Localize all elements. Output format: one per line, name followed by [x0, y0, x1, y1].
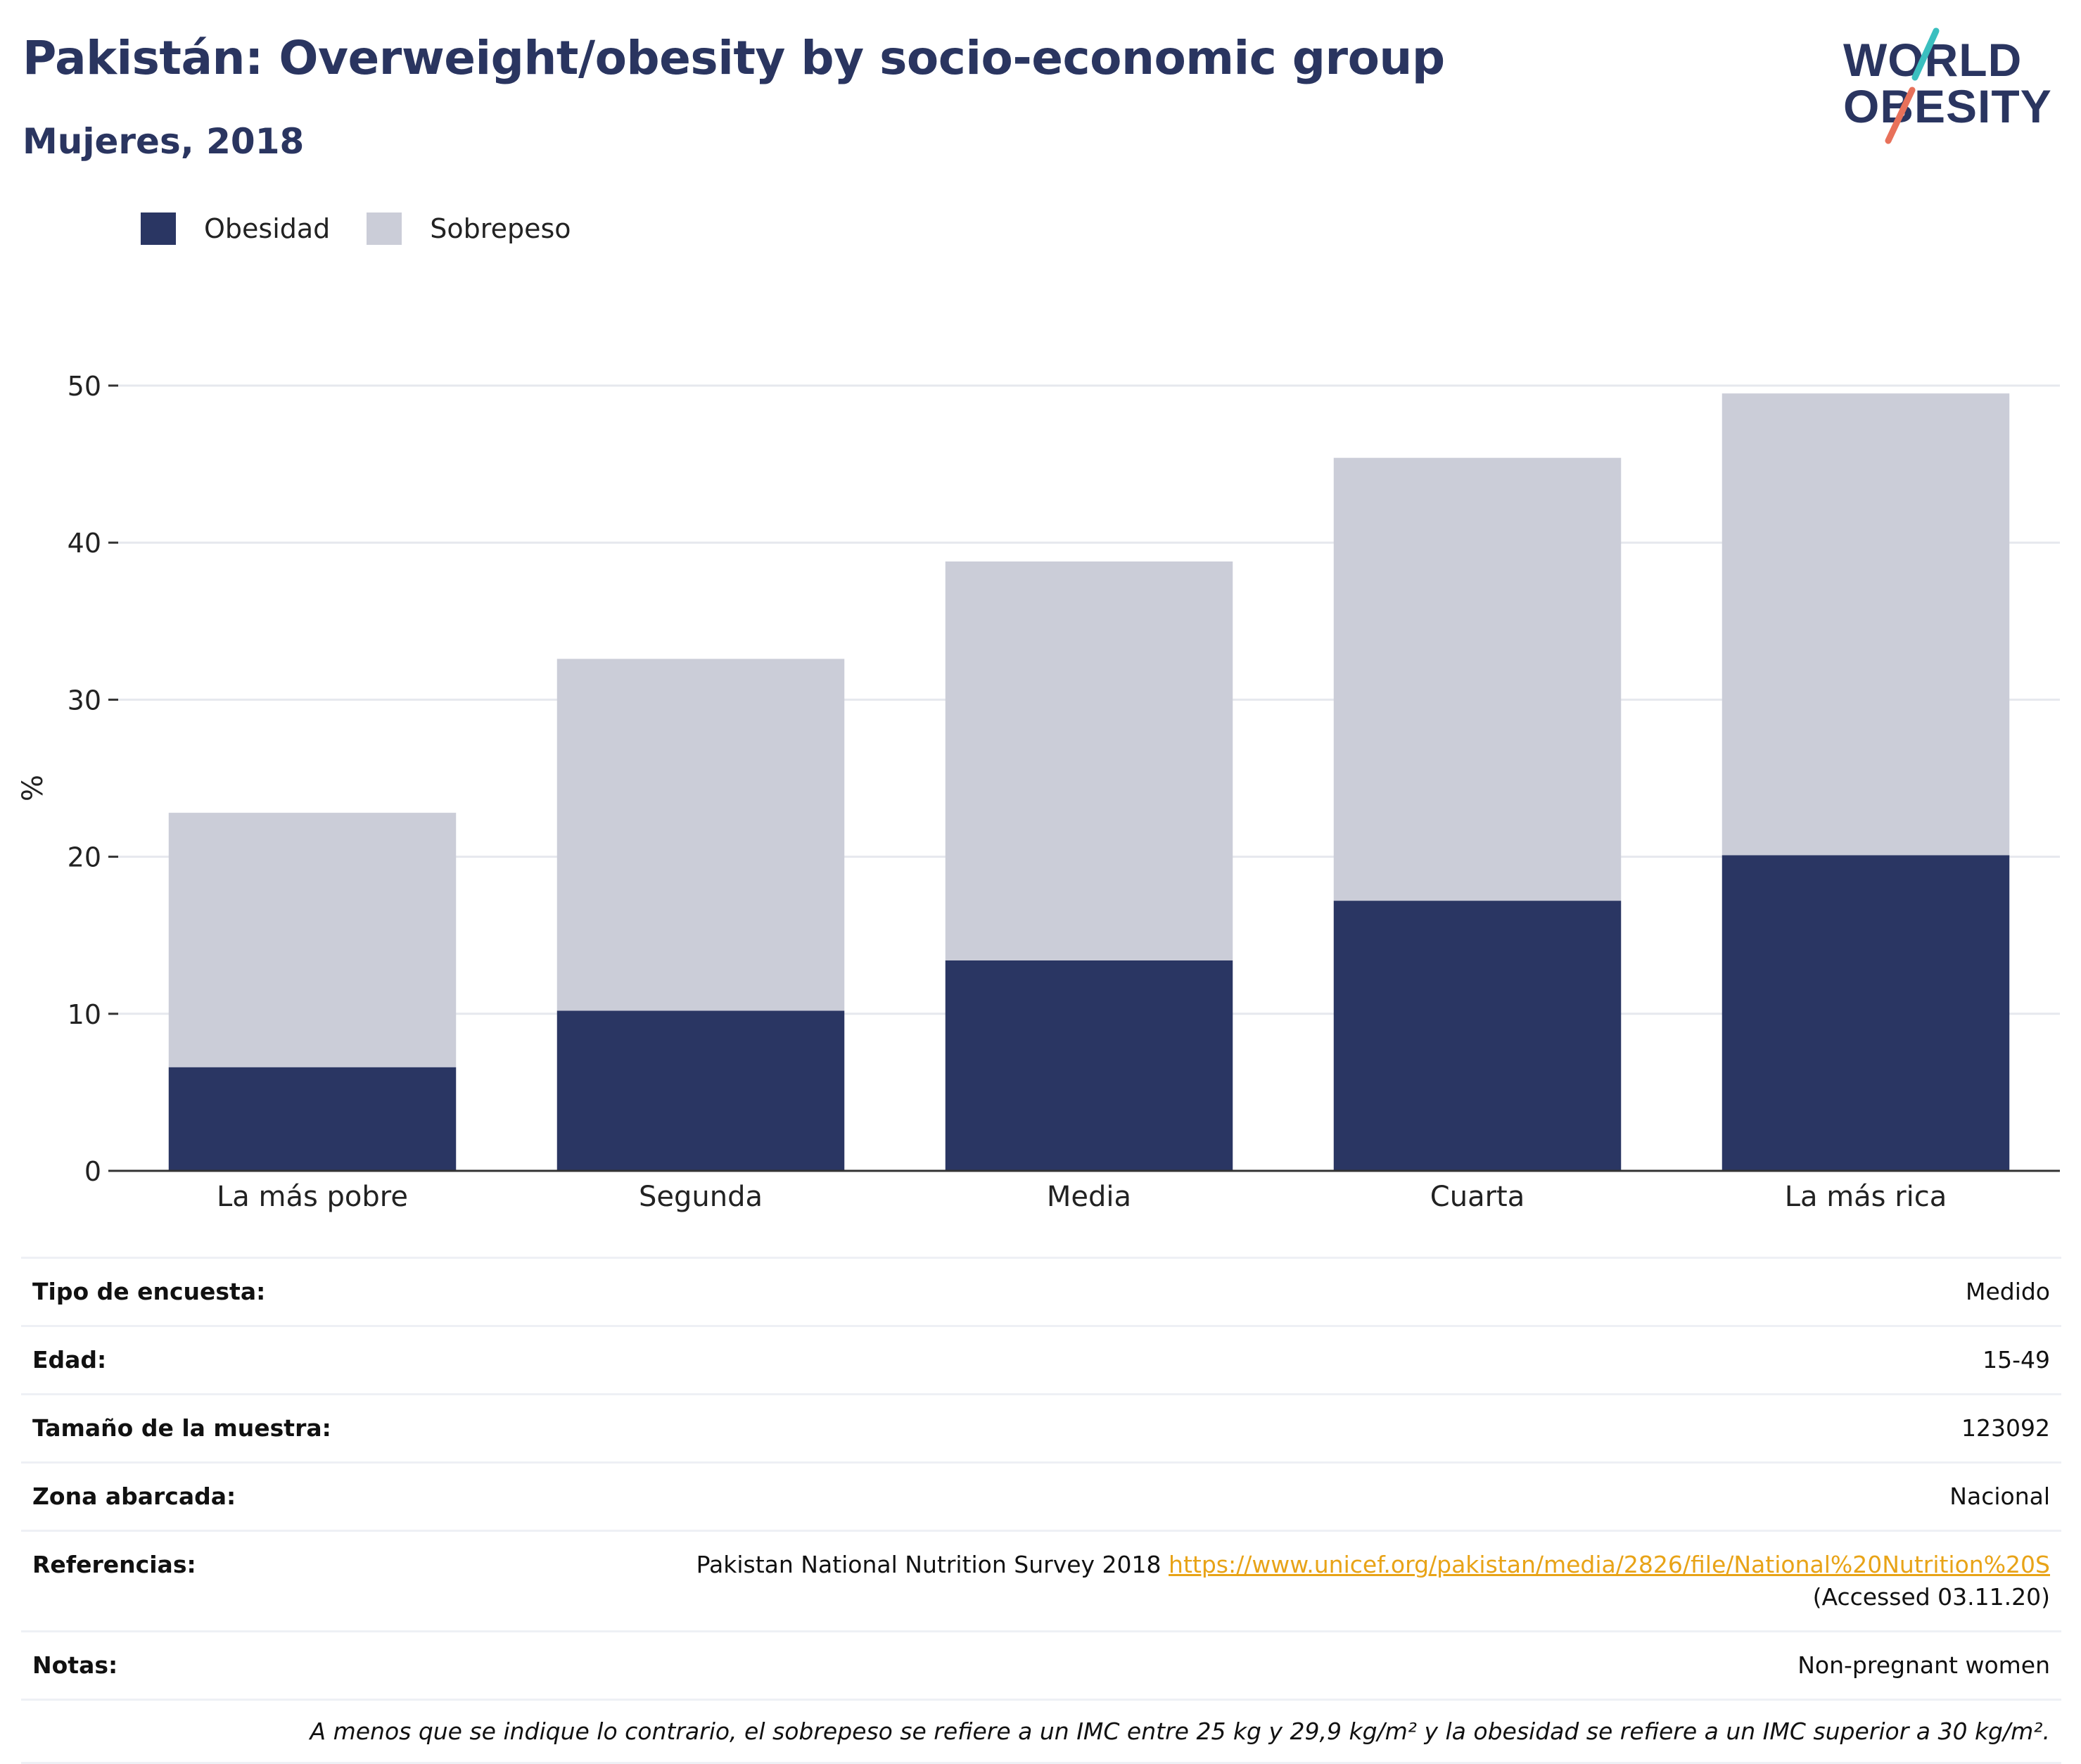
chart-subtitle: Mujeres, 2018 — [23, 121, 305, 162]
x-tick-label: Segunda — [639, 1181, 763, 1213]
bar-overweight[interactable] — [168, 813, 457, 1067]
bar-obesity[interactable] — [1333, 901, 1622, 1171]
chart-legend: Obesidad Sobrepeso — [141, 211, 608, 246]
meta-value: 123092 — [1961, 1414, 2050, 1442]
legend-label-obesity: Obesidad — [204, 213, 331, 244]
meta-label: Tamaño de la muestra: — [32, 1414, 331, 1442]
bar-overweight[interactable] — [556, 659, 845, 1011]
x-tick-label: La más rica — [1785, 1181, 1947, 1213]
meta-value: 15-49 — [1983, 1346, 2050, 1373]
bar-obesity[interactable] — [556, 1010, 845, 1171]
bar-obesity[interactable] — [945, 960, 1233, 1171]
y-tick-label: 10 — [68, 999, 101, 1030]
bars — [168, 393, 2010, 1171]
meta-value: Pakistan National Nutrition Survey 2018 … — [629, 1549, 2050, 1613]
stacked-bar-chart: 0 10 20 30 40 50 La más pobre Segunda Media Cuar… — [17, 371, 2060, 1213]
legend-item-overweight[interactable]: Sobrepeso — [367, 212, 571, 245]
meta-value: Nacional — [1949, 1483, 2050, 1510]
logo-line2: OBESITY — [1843, 80, 2052, 132]
meta-value: Medido — [1965, 1278, 2050, 1305]
meta-row-survey-type: Tipo de encuesta: Medido — [21, 1257, 2061, 1325]
y-tick-label: 0 — [84, 1156, 101, 1187]
bar-obesity[interactable] — [1722, 855, 2010, 1171]
survey-metadata-table: Tipo de encuesta: Medido Edad: 15-49 Tam… — [21, 1257, 2061, 1764]
meta-label: Referencias: — [32, 1551, 196, 1578]
meta-row-sample-size: Tamaño de la muestra: 123092 — [21, 1393, 2061, 1461]
reference-accessed: (Accessed 03.11.20) — [1812, 1583, 2050, 1611]
legend-swatch-obesity — [141, 212, 176, 245]
meta-value: Non-pregnant women — [1797, 1651, 2050, 1679]
y-tick-label: 20 — [68, 842, 101, 873]
x-tick-label: Cuarta — [1430, 1181, 1525, 1213]
y-tick-label: 40 — [68, 528, 101, 559]
meta-label: Notas: — [32, 1651, 118, 1679]
world-obesity-logo: WORLD OBESITY — [1843, 27, 2052, 144]
reference-text: Pakistan National Nutrition Survey 2018 — [696, 1551, 1169, 1578]
meta-label: Edad: — [32, 1346, 107, 1373]
meta-label: Tipo de encuesta: — [32, 1278, 266, 1305]
legend-label-overweight: Sobrepeso — [430, 213, 571, 244]
y-axis-label: % — [17, 775, 49, 801]
x-tick-label: La más pobre — [217, 1181, 408, 1213]
y-tick-label: 30 — [68, 685, 101, 716]
y-axis-ticks: 0 10 20 30 40 50 — [68, 371, 118, 1187]
legend-swatch-overweight — [367, 212, 402, 245]
reference-link[interactable]: https://www.unicef.org/pakistan/media/28… — [1169, 1551, 2050, 1578]
chart-title: Pakistán: Overweight/obesity by socio-ec… — [23, 31, 1445, 85]
y-tick-label: 50 — [68, 371, 101, 402]
x-axis-ticks: La más pobre Segunda Media Cuarta La más ric… — [217, 1181, 1947, 1213]
meta-row-age: Edad: 15-49 — [21, 1325, 2061, 1393]
logo-slash-teal — [1911, 27, 1940, 81]
meta-label: Zona abarcada: — [32, 1483, 236, 1510]
logo-slash-coral — [1885, 87, 1916, 144]
x-tick-label: Media — [1047, 1181, 1131, 1213]
bar-obesity[interactable] — [168, 1067, 457, 1171]
bar-overweight[interactable] — [945, 561, 1233, 960]
meta-row-notes: Notas: Non-pregnant women — [21, 1630, 2061, 1699]
meta-row-references: Referencias: Pakistan National Nutrition… — [21, 1530, 2061, 1630]
bar-overweight[interactable] — [1722, 393, 2010, 856]
bar-overweight[interactable] — [1333, 457, 1622, 901]
meta-row-area: Zona abarcada: Nacional — [21, 1461, 2061, 1530]
legend-item-obesity[interactable]: Obesidad — [141, 212, 330, 245]
